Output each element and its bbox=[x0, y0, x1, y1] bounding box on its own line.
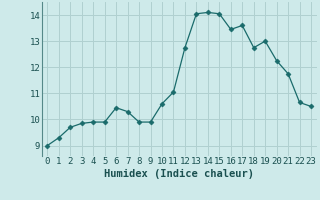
X-axis label: Humidex (Indice chaleur): Humidex (Indice chaleur) bbox=[104, 169, 254, 179]
